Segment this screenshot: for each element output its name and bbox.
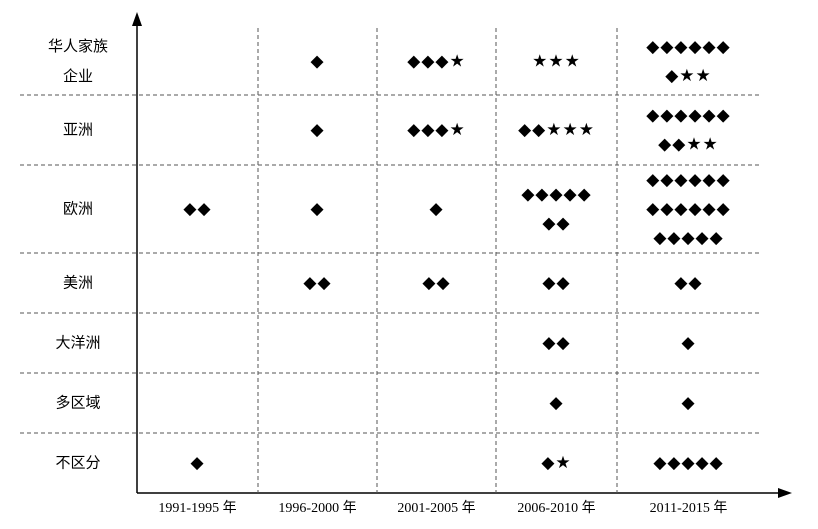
symbol-line: ◆◆	[422, 273, 450, 293]
symbol-line: ◆	[310, 199, 324, 219]
symbol-line: ◆	[310, 120, 324, 140]
symbol-line: ◆	[549, 393, 563, 413]
column-label: 2001-2005 年	[397, 500, 475, 516]
symbol-line: ◆◆	[674, 273, 702, 293]
symbol-line: ◆★★	[665, 66, 712, 86]
row-label: 美洲	[63, 274, 93, 292]
symbol-line: ◆◆◆◆◆◆	[646, 106, 730, 126]
symbol-line: ◆	[681, 393, 695, 413]
symbol-line: ◆◆◆◆◆	[521, 185, 591, 205]
symbol-line: ◆◆◆◆◆◆	[646, 199, 730, 219]
symbol-line: ◆◆★★	[658, 135, 719, 155]
symbol-line: ◆◆◆◆◆◆	[646, 170, 730, 190]
row-label: 不区分	[55, 454, 100, 472]
symbol-line: ◆	[429, 199, 443, 219]
symbol-line: ◆◆◆◆◆◆	[646, 37, 730, 57]
row-label: 华人家族	[48, 37, 108, 55]
symbol-line: ★★★	[532, 52, 581, 72]
column-label: 1991-1995 年	[158, 500, 236, 516]
symbol-line: ◆	[190, 453, 204, 473]
x-axis-arrow	[778, 488, 792, 498]
symbol-line: ◆◆	[303, 273, 331, 293]
symbol-line: ◆◆◆◆◆	[653, 453, 723, 473]
symbol-line: ◆◆	[542, 214, 570, 234]
symbol-line: ◆◆	[542, 273, 570, 293]
row-label: 多区域	[55, 394, 100, 412]
symbol-line: ◆◆◆★	[407, 52, 465, 72]
column-label: 2006-2010 年	[517, 500, 595, 516]
row-label: 欧洲	[63, 200, 93, 218]
symbol-line: ◆★	[541, 453, 571, 473]
symbol-line: ◆◆◆★	[407, 120, 465, 140]
symbol-line: ◆◆	[183, 199, 211, 219]
symbol-line: ◆◆◆◆◆	[653, 228, 723, 248]
symbol-line: ◆◆	[542, 333, 570, 353]
row-label: 亚洲	[63, 121, 93, 139]
row-label: 大洋洲	[55, 334, 100, 352]
column-label: 1996-2000 年	[278, 500, 356, 516]
row-label: 企业	[63, 67, 93, 85]
symbol-line: ◆	[310, 52, 324, 72]
symbol-line: ◆◆★★★	[518, 120, 595, 140]
symbol-line: ◆	[681, 333, 695, 353]
column-label: 2011-2015 年	[650, 500, 728, 516]
y-axis-arrow	[132, 12, 142, 26]
